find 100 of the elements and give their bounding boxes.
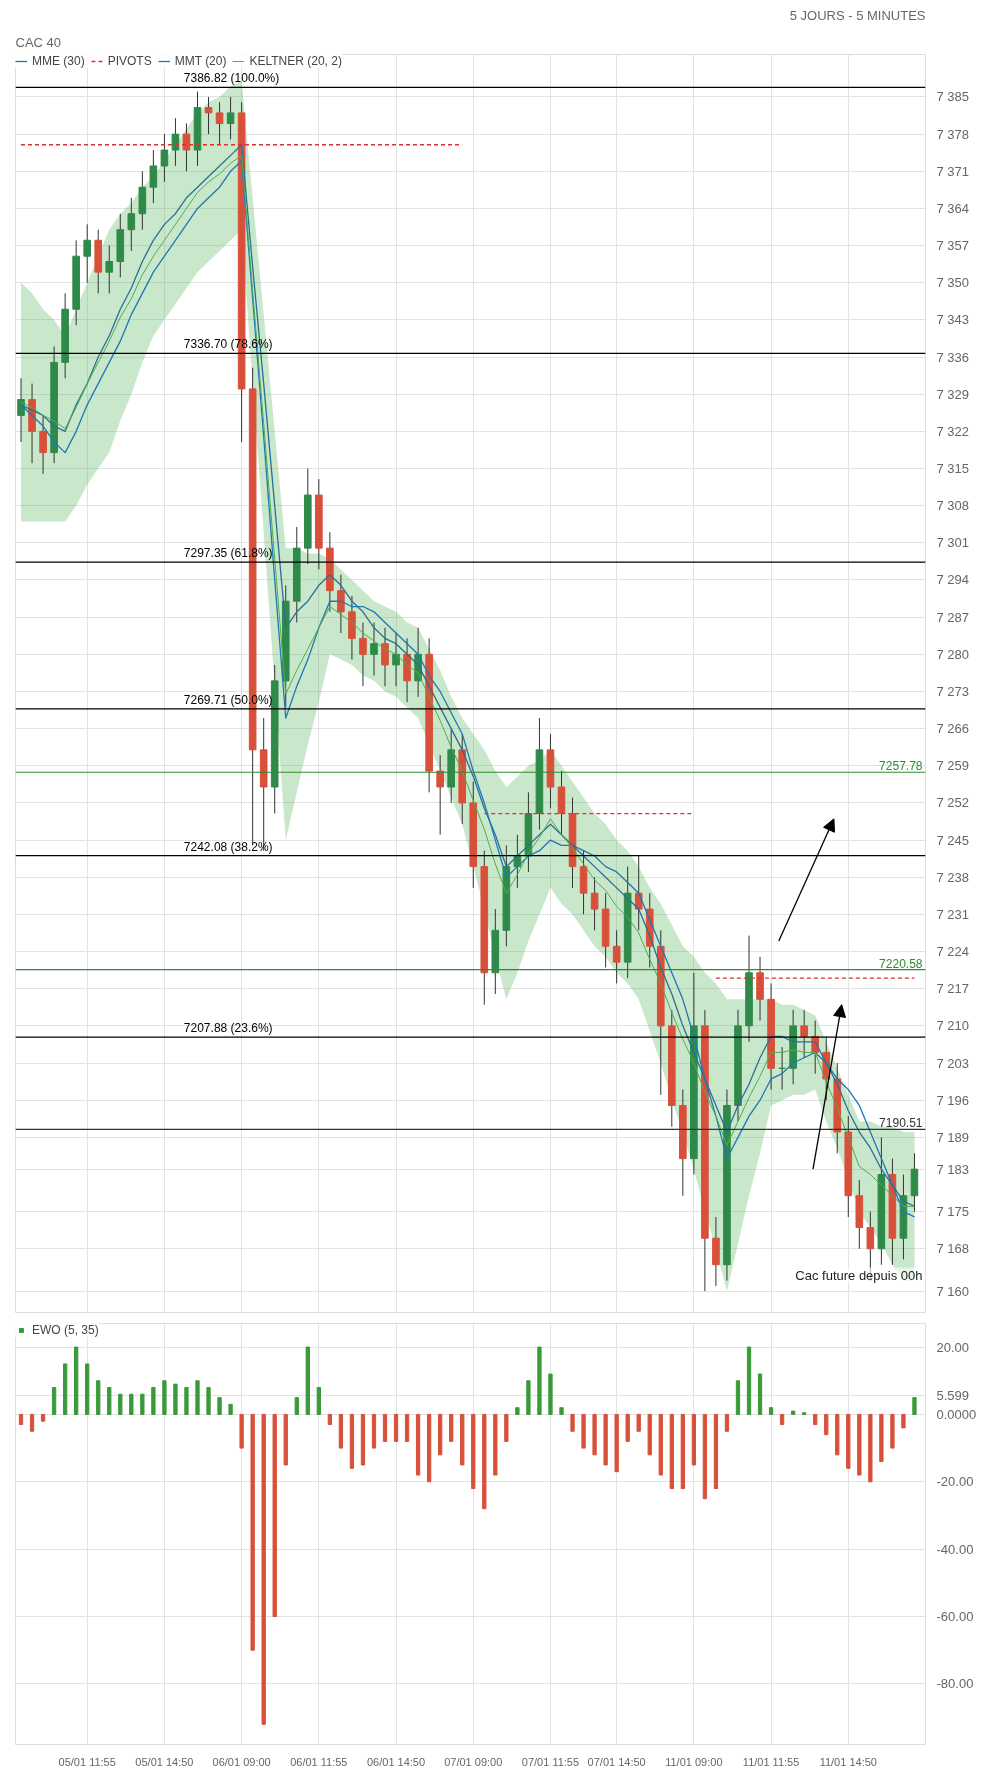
bar <box>261 1413 266 1725</box>
y-tick-label: 7 160 <box>936 1283 970 1299</box>
bar <box>438 1413 443 1456</box>
x-tick-label: 06/01 09:00 <box>212 1755 271 1768</box>
y-tick-label: 7 385 <box>936 89 970 105</box>
bar <box>294 1397 299 1415</box>
legend-label: PIVOTS <box>107 54 152 68</box>
candlestick <box>381 627 389 687</box>
y-tick-label: 7 371 <box>936 163 970 179</box>
bar <box>371 1413 377 1449</box>
bar <box>96 1380 101 1415</box>
bar <box>85 1363 90 1415</box>
y-tick-label: 5.599 <box>936 1388 970 1404</box>
candlestick <box>105 245 114 294</box>
bar <box>51 1386 57 1415</box>
ref-line-label: 7257.78 <box>879 759 923 774</box>
y-tick-label: 7 196 <box>936 1092 970 1108</box>
bar <box>680 1413 685 1490</box>
y-tick-label: 7 266 <box>936 721 970 737</box>
bar <box>40 1413 46 1422</box>
y-tick-label: 7 322 <box>936 423 970 439</box>
bar <box>768 1407 774 1415</box>
y-tick-label: 7 203 <box>936 1055 970 1071</box>
legend-label: EWO (5, 35) <box>32 1323 99 1337</box>
bar <box>735 1380 741 1415</box>
bar <box>901 1413 906 1429</box>
y-tick-label: 7 378 <box>936 126 970 142</box>
bar <box>327 1413 333 1426</box>
bar <box>757 1373 763 1415</box>
bar <box>857 1413 862 1476</box>
bar <box>724 1413 730 1432</box>
bar <box>592 1413 597 1456</box>
candlestick <box>590 876 599 931</box>
bar <box>614 1413 619 1473</box>
y-tick-label: 7 301 <box>936 535 970 551</box>
bar <box>107 1386 112 1415</box>
y-tick-label: 7 315 <box>936 461 970 477</box>
bar <box>338 1413 344 1449</box>
bar <box>316 1386 321 1415</box>
candlestick <box>83 223 92 284</box>
bar <box>658 1413 663 1476</box>
bar <box>625 1413 630 1442</box>
x-tick-label: 11/01 14:50 <box>819 1755 877 1768</box>
bar <box>129 1393 134 1415</box>
candlestick <box>215 101 224 146</box>
bar <box>813 1413 818 1426</box>
candlestick <box>149 149 158 204</box>
y-tick-label: 7 294 <box>936 572 970 588</box>
candlestick <box>17 377 25 443</box>
y-tick-label: -40.00 <box>936 1541 974 1557</box>
bar <box>195 1380 200 1415</box>
bar <box>879 1413 884 1463</box>
x-tick-label: 05/01 14:50 <box>135 1755 194 1768</box>
y-tick-label: 0.0000 <box>936 1406 977 1422</box>
candlestick <box>182 123 191 172</box>
x-tick-label: 11/01 11:55 <box>742 1755 800 1768</box>
bar <box>691 1413 697 1466</box>
y-tick-label: 7 329 <box>936 386 970 402</box>
bar <box>581 1413 586 1449</box>
bar <box>482 1413 487 1510</box>
bar <box>824 1413 829 1436</box>
bar <box>702 1413 708 1500</box>
bar <box>382 1413 388 1442</box>
legend-label: KELTNER (20, 2) <box>249 54 342 68</box>
bar <box>504 1413 509 1442</box>
bar <box>515 1407 520 1415</box>
bar <box>835 1413 840 1456</box>
bar <box>184 1386 189 1415</box>
y-tick-label: -80.00 <box>936 1676 974 1692</box>
bar <box>890 1413 895 1449</box>
x-tick-label: 06/01 14:50 <box>366 1755 426 1768</box>
y-tick-label: 7 238 <box>936 869 970 885</box>
y-tick-label: 7 245 <box>936 832 970 848</box>
bar <box>449 1413 454 1442</box>
bar <box>18 1413 24 1426</box>
candlestick <box>337 574 345 634</box>
y-tick-label: 7 280 <box>936 646 970 662</box>
bar <box>140 1393 145 1415</box>
bar <box>537 1346 542 1415</box>
x-tick-label: 07/01 09:00 <box>444 1755 503 1768</box>
bar <box>713 1413 719 1490</box>
ref-line-label: 7220.58 <box>879 956 923 971</box>
y-tick-label: 7 308 <box>936 498 970 514</box>
x-tick-label: 07/01 11:55 <box>521 1755 580 1768</box>
bar <box>404 1413 410 1442</box>
bar <box>526 1380 531 1415</box>
candlestick <box>160 133 169 183</box>
x-tick-label: 05/01 11:55 <box>58 1755 116 1768</box>
bar <box>559 1407 564 1415</box>
candlestick <box>39 414 47 475</box>
bar <box>206 1386 211 1415</box>
y-tick-label: 7 336 <box>936 349 970 365</box>
y-tick-label: 7 231 <box>936 906 970 922</box>
candlestick <box>359 621 367 687</box>
x-tick-label: 06/01 11:55 <box>290 1755 348 1768</box>
y-tick-label: 7 259 <box>936 758 970 774</box>
ref-line-label: 7207.88 (23.6%) <box>183 1021 273 1036</box>
bar <box>460 1413 465 1466</box>
candlestick <box>171 117 180 167</box>
bar <box>151 1386 156 1415</box>
